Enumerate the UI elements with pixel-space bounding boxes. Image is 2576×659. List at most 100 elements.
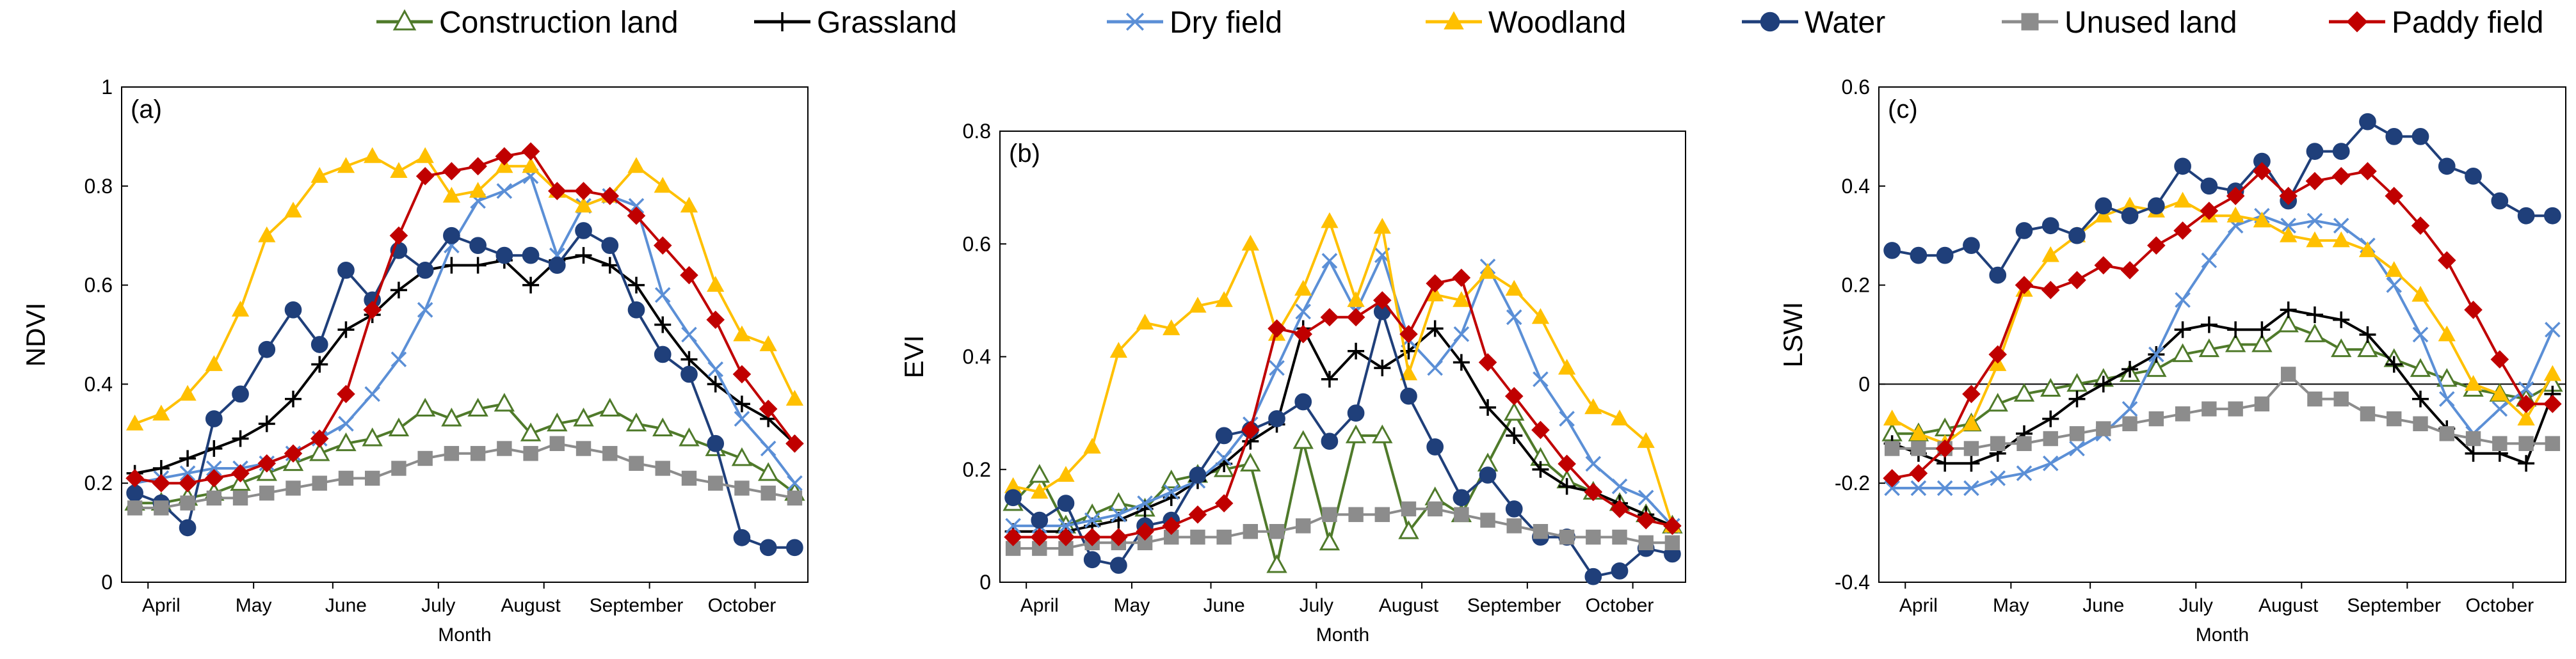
ndvi-ytick-label: 0: [101, 571, 113, 594]
ndvi-series-woodland: [125, 147, 804, 431]
evi-point-grassland: [1532, 461, 1549, 478]
ndvi-point-unused-land: [417, 450, 433, 466]
legend-label-unused-land: Unused land: [2065, 6, 2237, 40]
evi-ytick-label: 0.6: [963, 232, 991, 255]
evi-point-woodland: [1294, 280, 1312, 296]
evi-series-line-dry-field: [1013, 253, 1673, 527]
evi-series-paddy-field: [1004, 268, 1682, 546]
evi-point-grassland: [1374, 360, 1391, 377]
evi-point-dry-field: [1321, 253, 1338, 269]
lswi-point-grassland: [2412, 390, 2429, 408]
lswi-point-water: [2121, 207, 2139, 225]
ndvi-point-unused-land: [681, 470, 697, 486]
lswi-series-line-dry-field: [1892, 214, 2554, 489]
ndvi-point-woodland: [284, 202, 302, 218]
evi-ytick-label: 0.4: [963, 345, 991, 369]
lswi-point-unused-land: [2069, 426, 2085, 441]
lswi-point-grassland: [2227, 321, 2244, 338]
ndvi-point-construction-land: [573, 408, 594, 427]
lswi-point-woodland: [2306, 231, 2324, 248]
ndvi-point-unused-land: [338, 470, 354, 486]
legend-marker-construction-land: [392, 9, 417, 31]
ndvi-point-woodland: [205, 355, 223, 371]
evi-point-water: [1426, 438, 1444, 456]
lswi-point-unused-land: [2280, 367, 2296, 382]
ndvi-series-water: [126, 222, 803, 557]
ndvi-plot-frame: [121, 86, 809, 583]
ndvi-x-axis-title: Month: [438, 624, 491, 646]
lswi-point-grassland: [2095, 376, 2112, 393]
lswi-point-dry-field: [2121, 401, 2138, 417]
lswi-point-unused-land: [2387, 411, 2402, 427]
ndvi-series-paddy-field: [125, 142, 804, 493]
lswi-point-water: [2174, 157, 2191, 175]
lswi-point-construction-land: [2198, 338, 2220, 358]
evi-point-paddy-field: [1399, 324, 1418, 344]
lswi-point-water: [2147, 197, 2165, 215]
lswi-point-unused-land: [2545, 436, 2561, 451]
lswi-point-paddy-field: [1962, 385, 1981, 404]
lswi-point-unused-land: [2518, 436, 2534, 451]
evi-ytick-label: 0.2: [963, 458, 991, 481]
evi-point-dry-field: [1585, 456, 1602, 472]
lswi-point-woodland: [2491, 385, 2509, 401]
ndvi-point-paddy-field: [310, 429, 329, 448]
ndvi-point-unused-land: [629, 456, 644, 471]
ndvi-y-axis-title: NDVI: [20, 303, 51, 367]
ndvi-point-water: [469, 237, 487, 255]
ndvi-point-paddy-field: [284, 444, 303, 463]
evi-series-unused-land: [1005, 501, 1680, 556]
lswi-point-woodland: [2173, 191, 2192, 208]
evi-point-paddy-field: [1610, 500, 1629, 518]
lswi-point-woodland: [1910, 424, 1928, 441]
lswi-point-construction-land: [2040, 377, 2061, 397]
lswi-point-dry-field: [1884, 480, 1900, 496]
lswi-point-construction-land: [2436, 368, 2458, 387]
ndvi-point-paddy-field: [415, 167, 435, 186]
evi-point-dry-field: [1005, 518, 1021, 534]
lswi-point-water: [2015, 222, 2033, 239]
ndvi-point-dry-field: [496, 183, 513, 199]
ndvi-point-grassland: [258, 415, 275, 433]
lswi-point-paddy-field: [2094, 256, 2113, 274]
legend-label-grassland: Grassland: [817, 6, 957, 40]
legend-marker-grassland: [773, 12, 792, 31]
ndvi-point-grassland: [628, 276, 645, 294]
ndvi-point-paddy-field: [125, 469, 144, 488]
evi-point-unused-land: [1374, 507, 1390, 522]
ndvi-point-water: [284, 301, 302, 319]
evi-point-construction-land: [1108, 492, 1129, 511]
ndvi-ytick-label: 0.6: [85, 274, 113, 297]
evi-point-grassland: [1426, 320, 1444, 337]
evi-point-unused-land: [1216, 529, 1232, 545]
lswi-point-woodland: [2385, 261, 2403, 277]
evi-point-water: [1321, 433, 1339, 450]
ndvi-point-water: [601, 237, 619, 255]
legend-item-paddy-field: Paddy field: [2329, 6, 2544, 40]
lswi-point-paddy-field: [2490, 350, 2509, 369]
lswi-point-construction-land: [2410, 358, 2431, 377]
evi-point-paddy-field: [1558, 454, 1576, 473]
ndvi-point-grassland: [337, 321, 355, 338]
lswi-point-paddy-field: [1988, 345, 2008, 364]
evi-point-construction-land: [1161, 469, 1182, 489]
evi-point-dry-field: [1427, 360, 1443, 376]
lswi-point-paddy-field: [2041, 281, 2060, 299]
lswi-series-dry-field: [1884, 207, 2561, 496]
panels: 0 0.2 0.4 0.6 0.8 1 April May June July August Sept…: [20, 75, 2566, 646]
ndvi-xtick-label-may: May: [236, 595, 272, 616]
ndvi-point-paddy-field: [495, 147, 514, 166]
ndvi-series-line-woodland: [134, 155, 796, 425]
legend-label-woodland: Woodland: [1488, 6, 1626, 40]
lswi-xtick-label-june: June: [2082, 595, 2124, 616]
lswi-point-paddy-field: [1909, 464, 1928, 483]
lswi-point-unused-land: [2096, 421, 2111, 436]
lswi-point-paddy-field: [2305, 171, 2324, 191]
ndvi-point-construction-land: [652, 417, 673, 436]
ndvi-point-grassland: [707, 376, 724, 393]
lswi-point-paddy-field: [2200, 202, 2219, 220]
ndvi-point-paddy-field: [152, 473, 171, 493]
legend-item-unused-land: Unused land: [2002, 6, 2237, 40]
lswi-point-dry-field: [2386, 277, 2403, 293]
lswi-point-construction-land: [2172, 343, 2193, 362]
